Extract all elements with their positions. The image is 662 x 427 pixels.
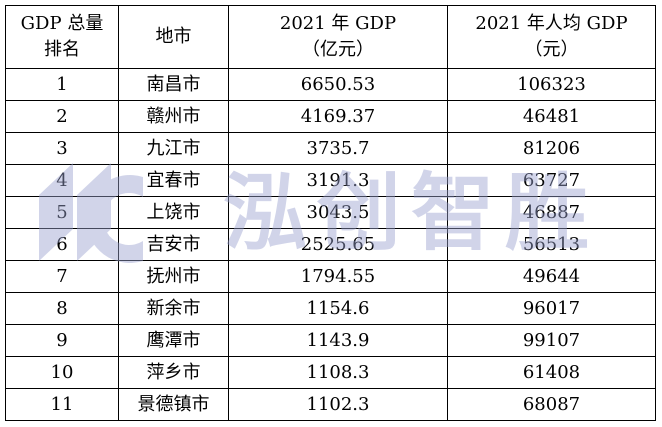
cell-gdp: 4169.37 [228,100,448,133]
header-gdp-line2: （亿元） [302,39,374,60]
header-per-capita: 2021 年人均 GDP （元） [447,5,656,69]
cell-city: 新余市 [118,292,229,325]
cell-per-capita: 61408 [447,356,656,389]
cell-rank: 9 [5,324,119,357]
cell-gdp: 1108.3 [228,356,448,389]
cell-rank: 5 [5,196,119,229]
table-row: 1 南昌市 6650.53 106323 [5,68,656,101]
table-row: 6 吉安市 2525.65 56513 [5,228,656,261]
header-rank-line2: 排名 [44,39,80,60]
cell-city: 景德镇市 [118,388,229,421]
cell-gdp: 1143.9 [228,324,448,357]
header-per-capita-line2: （元） [524,39,579,60]
cell-city: 赣州市 [118,100,229,133]
table-row: 2 赣州市 4169.37 46481 [5,100,656,133]
table-row: 4 宜春市 3191.3 63727 [5,164,656,197]
header-rank: GDP 总量 排名 [5,5,119,69]
cell-gdp: 2525.65 [228,228,448,261]
table-header-row: GDP 总量 排名 地市 2021 年 GDP （亿元） 2021 年人均 GD… [5,5,656,69]
cell-city: 鹰潭市 [118,324,229,357]
table-row: 7 抚州市 1794.55 49644 [5,260,656,293]
cell-gdp: 1154.6 [228,292,448,325]
cell-per-capita: 106323 [447,68,656,101]
table-row: 8 新余市 1154.6 96017 [5,292,656,325]
cell-rank: 6 [5,228,119,261]
cell-rank: 3 [5,132,119,165]
header-rank-line1: GDP 总量 [20,13,104,34]
gdp-table-container: GDP 总量 排名 地市 2021 年 GDP （亿元） 2021 年人均 GD… [5,5,656,421]
header-gdp-line1: 2021 年 GDP [279,13,397,34]
cell-rank: 1 [5,68,119,101]
header-city: 地市 [118,5,229,69]
cell-gdp: 3735.7 [228,132,448,165]
table-body: 1 南昌市 6650.53 106323 2 赣州市 4169.37 46481 3 九江市 373… [5,68,656,421]
table-row: 11 景德镇市 1102.3 68087 [5,388,656,421]
cell-per-capita: 56513 [447,228,656,261]
table-row: 9 鹰潭市 1143.9 99107 [5,324,656,357]
cell-gdp: 3191.3 [228,164,448,197]
cell-gdp: 1102.3 [228,388,448,421]
cell-city: 上饶市 [118,196,229,229]
header-gdp: 2021 年 GDP （亿元） [228,5,448,69]
cell-rank: 2 [5,100,119,133]
cell-city: 抚州市 [118,260,229,293]
cell-per-capita: 46887 [447,196,656,229]
table-row: 5 上饶市 3043.5 46887 [5,196,656,229]
cell-rank: 10 [5,356,119,389]
cell-per-capita: 63727 [447,164,656,197]
cell-city: 宜春市 [118,164,229,197]
cell-city: 萍乡市 [118,356,229,389]
cell-rank: 11 [5,388,119,421]
cell-per-capita: 99107 [447,324,656,357]
cell-rank: 4 [5,164,119,197]
cell-rank: 8 [5,292,119,325]
cell-per-capita: 96017 [447,292,656,325]
cell-city: 吉安市 [118,228,229,261]
header-city-line1: 地市 [155,26,192,47]
cell-gdp: 3043.5 [228,196,448,229]
cell-per-capita: 49644 [447,260,656,293]
table-row: 10 萍乡市 1108.3 61408 [5,356,656,389]
table-row: 3 九江市 3735.7 81206 [5,132,656,165]
cell-rank: 7 [5,260,119,293]
cell-gdp: 6650.53 [228,68,448,101]
cell-per-capita: 81206 [447,132,656,165]
gdp-ranking-table: GDP 总量 排名 地市 2021 年 GDP （亿元） 2021 年人均 GD… [5,5,656,421]
cell-city: 南昌市 [118,68,229,101]
cell-city: 九江市 [118,132,229,165]
cell-per-capita: 68087 [447,388,656,421]
header-per-capita-line1: 2021 年人均 GDP [475,13,628,34]
cell-per-capita: 46481 [447,100,656,133]
cell-gdp: 1794.55 [228,260,448,293]
